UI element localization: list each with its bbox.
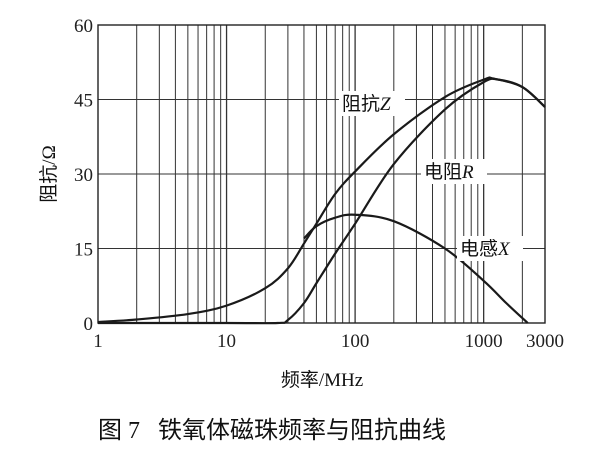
series-line-0: [97, 76, 546, 324]
x-tick-label: 100: [341, 331, 370, 352]
y-tick-label: 45: [74, 91, 93, 112]
y-tick-label: 15: [74, 240, 93, 261]
x-tick-label: 1: [93, 331, 103, 352]
x-tick-label: 1000: [465, 331, 503, 352]
y-tick-label: 60: [74, 16, 93, 37]
series-line-1: [98, 77, 546, 325]
annotations: 阻抗Z 电阻R 电感X: [339, 91, 523, 261]
figure-caption: 图 7 铁氧体磁珠频率与阻抗曲线: [98, 417, 446, 444]
series-line-2: [303, 213, 529, 324]
x-tick-label: 3000: [526, 331, 564, 352]
annotation-bg: [339, 91, 405, 116]
curves: [97, 76, 546, 325]
x-tick-label: 10: [217, 331, 236, 352]
y-axis-label: 阻抗/Ω: [38, 145, 60, 202]
plot-frame: [97, 24, 546, 324]
tick-labels: 1 10 100 1000 3000 0 15 30 45 60: [74, 16, 564, 352]
annotation-bg: [457, 236, 523, 261]
annotation-label: 阻抗Z: [342, 93, 391, 115]
x-axis-label: 频率/MHz: [281, 369, 363, 391]
annotation-label: 电感X: [460, 238, 511, 260]
annotation-label: 电阻R: [424, 161, 474, 183]
y-tick-label: 30: [74, 165, 93, 186]
y-tick-label: 0: [84, 314, 94, 335]
annotation-bg: [421, 159, 487, 184]
